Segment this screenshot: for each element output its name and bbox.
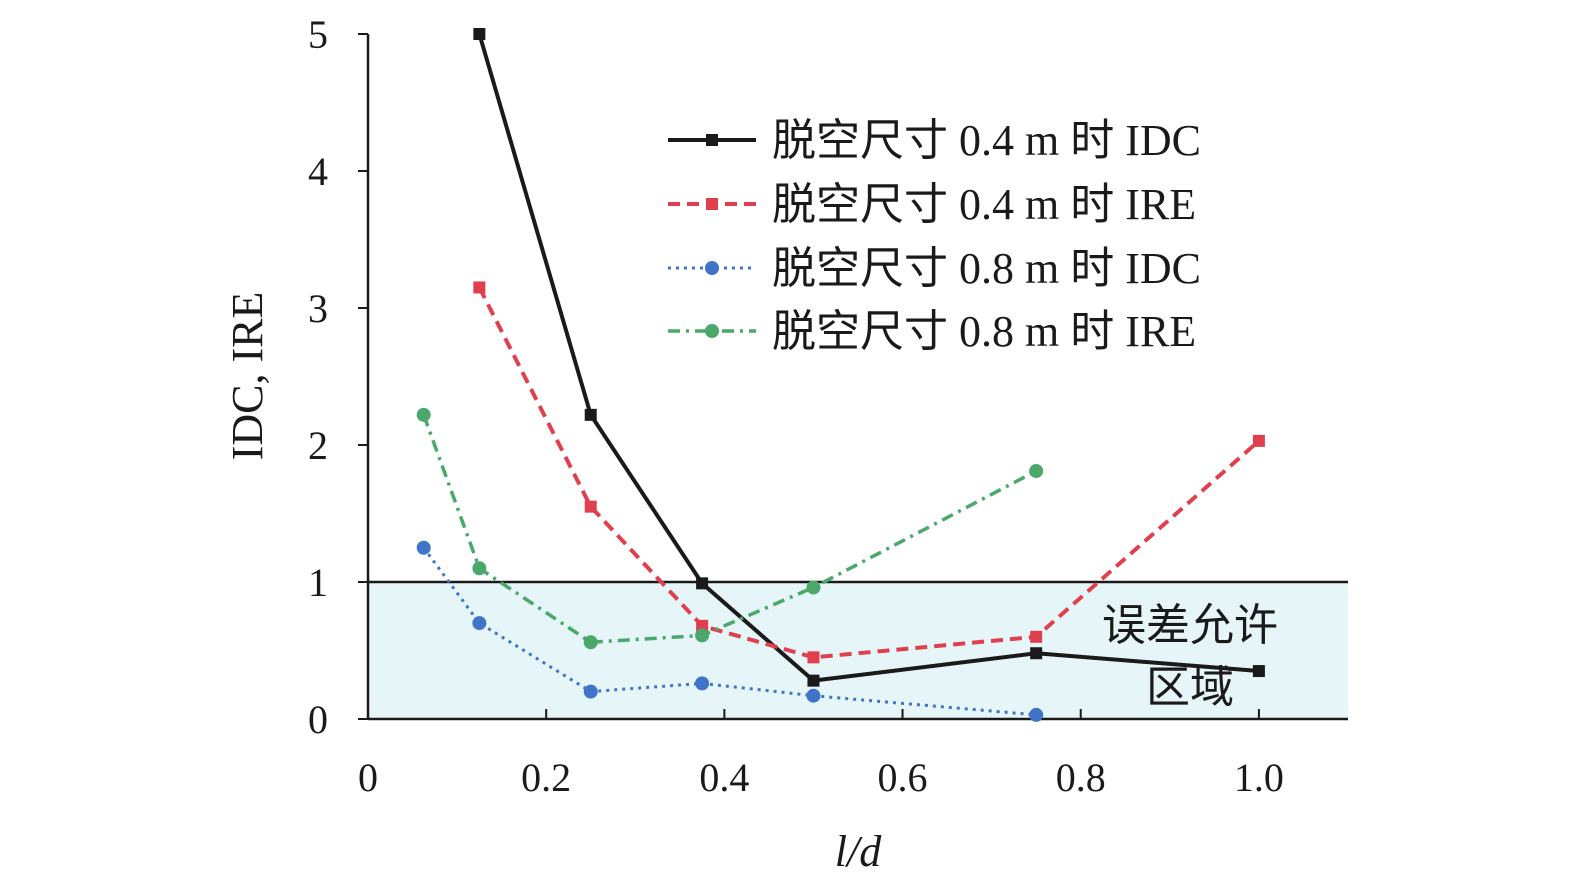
y-tick-label: 2: [308, 423, 328, 468]
data-point: [472, 616, 487, 631]
data-point: [695, 676, 710, 691]
legend-marker: [706, 198, 718, 210]
data-point: [1029, 464, 1044, 479]
legend-item-1: 脱空尺寸 0.4 m 时 IDC: [668, 116, 1201, 165]
y-tick-label: 0: [308, 697, 328, 742]
data-point: [807, 651, 820, 664]
y-tick-label: 3: [308, 286, 328, 331]
series-2: [473, 281, 1265, 664]
data-point: [696, 577, 709, 590]
x-tick-label: 0.8: [1056, 755, 1106, 800]
legend-item-2: 脱空尺寸 0.4 m 时 IRE: [668, 180, 1196, 229]
data-point: [472, 561, 487, 576]
axes: [366, 34, 1348, 721]
data-point: [416, 540, 431, 555]
legend-label: 脱空尺寸 0.8 m 时 IDC: [772, 244, 1201, 293]
data-point: [695, 628, 710, 643]
legend-label: 脱空尺寸 0.4 m 时 IDC: [772, 116, 1201, 165]
series-4: [416, 407, 1044, 650]
legend: 脱空尺寸 0.4 m 时 IDC 脱空尺寸 0.4 m 时 IRE 脱空尺寸 0.8…: [668, 116, 1201, 356]
y-tick-label: 5: [308, 12, 328, 57]
legend-label: 脱空尺寸 0.4 m 时 IRE: [772, 180, 1196, 229]
data-point: [584, 408, 597, 421]
series-line: [422, 546, 1037, 717]
x-tick-label: 0: [358, 755, 378, 800]
series-3: [416, 540, 1044, 722]
data-point: [416, 407, 431, 422]
data-point: [806, 688, 821, 703]
y-tick-label: 4: [308, 149, 328, 194]
series-line: [422, 414, 1037, 645]
legend-marker: [705, 324, 719, 338]
series-line: [477, 33, 1260, 683]
x-tick-label: 1.0: [1234, 755, 1284, 800]
x-axis-title: l/d: [835, 827, 882, 876]
data-point: [473, 28, 486, 40]
series-1: [473, 28, 1265, 687]
y-tick-label: 1: [308, 560, 328, 605]
legend-marker: [705, 261, 719, 275]
data-point: [1252, 434, 1265, 447]
data-point: [583, 684, 598, 699]
data-point: [1030, 647, 1043, 660]
data-point: [806, 580, 821, 595]
legend-item-4: 脱空尺寸 0.8 m 时 IRE: [668, 307, 1196, 356]
data-point: [1252, 665, 1265, 678]
data-point: [807, 674, 820, 687]
data-point: [696, 619, 709, 632]
data-point: [1029, 707, 1044, 722]
data-point: [1030, 630, 1043, 643]
data-point: [584, 500, 597, 513]
legend-item-3: 脱空尺寸 0.8 m 时 IDC: [668, 244, 1201, 293]
data-point: [583, 635, 598, 650]
region-label-line1: 误差允许: [1102, 601, 1278, 650]
x-tick-label: 0.4: [699, 755, 749, 800]
series-line: [477, 286, 1261, 660]
y-axis-title: IDC, IRE: [223, 292, 272, 461]
ticks: 0 0.2 0.4 0.6 0.8 1.0 0 1 2 3 4 5: [308, 12, 1284, 800]
x-tick-label: 0.2: [521, 755, 571, 800]
series-layer: [416, 28, 1265, 722]
region-label-line2: 区域: [1146, 663, 1234, 712]
data-point: [473, 281, 486, 294]
legend-marker: [706, 134, 718, 146]
legend-label: 脱空尺寸 0.8 m 时 IRE: [772, 307, 1196, 356]
x-tick-label: 0.6: [878, 755, 928, 800]
